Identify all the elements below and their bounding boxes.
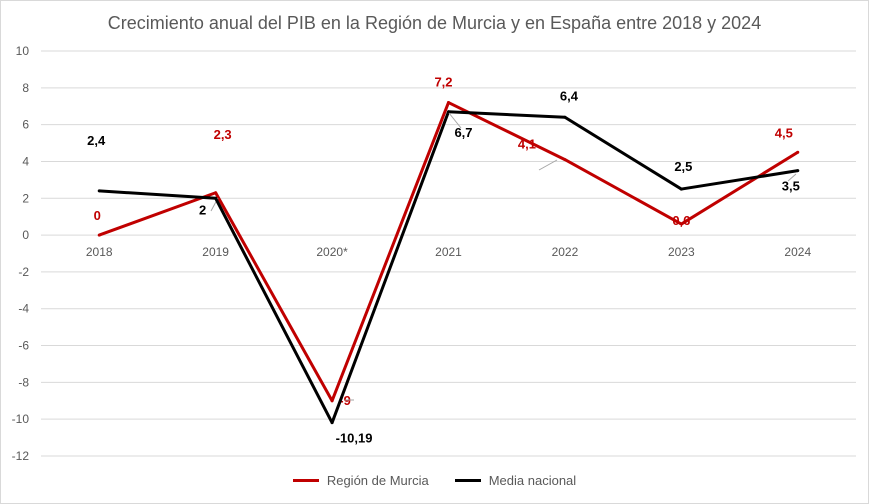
data-point xyxy=(97,233,101,237)
data-point xyxy=(679,187,683,191)
legend-item-nacional: Media nacional xyxy=(454,473,577,488)
data-point xyxy=(796,169,800,173)
legend-label-murcia: Región de Murcia xyxy=(326,473,429,488)
legend-swatch-murcia xyxy=(292,479,319,482)
data-label: 0 xyxy=(94,208,101,223)
x-tick-label: 2018 xyxy=(86,245,113,259)
data-label: 6,7 xyxy=(454,125,472,140)
y-tick-label: -2 xyxy=(18,265,29,279)
x-tick-label: 2019 xyxy=(202,245,229,259)
data-label: 4,1 xyxy=(518,137,536,152)
data-label: 4,5 xyxy=(775,125,793,140)
y-tick-label: 2 xyxy=(22,191,29,205)
data-label: 3,5 xyxy=(782,179,800,194)
y-tick-label: -10 xyxy=(12,412,30,426)
chart-title: Crecimiento anual del PIB en la Región d… xyxy=(107,13,762,33)
data-point xyxy=(563,115,567,119)
y-tick-label: 6 xyxy=(22,118,29,132)
legend-item-murcia: Región de Murcia xyxy=(292,473,429,488)
data-point xyxy=(796,150,800,154)
x-tick-label: 2023 xyxy=(668,245,695,259)
data-label: 2,5 xyxy=(674,159,692,174)
data-point xyxy=(563,158,567,162)
data-point xyxy=(447,110,450,114)
data-point xyxy=(330,399,334,403)
data-label: 2,3 xyxy=(214,127,232,142)
data-label: 2,4 xyxy=(87,133,106,148)
y-tick-label: -12 xyxy=(12,449,30,463)
legend-swatch-nacional xyxy=(454,479,481,482)
leader-line xyxy=(448,112,462,129)
x-tick-label: 2021 xyxy=(435,245,462,259)
y-tick-label: -4 xyxy=(18,302,29,316)
y-tick-label: 10 xyxy=(16,44,30,58)
data-label: 7,2 xyxy=(434,75,452,90)
x-tick-label: 2020* xyxy=(316,245,348,259)
series-line-1 xyxy=(99,110,799,425)
data-point xyxy=(97,189,101,193)
x-tick-label: 2022 xyxy=(552,245,579,259)
data-label: 6,4 xyxy=(560,88,579,103)
legend-label-nacional: Media nacional xyxy=(488,473,577,488)
data-point xyxy=(330,421,334,425)
data-point xyxy=(447,101,450,105)
leader-line xyxy=(787,173,797,182)
data-label: -10,19 xyxy=(336,431,373,446)
y-tick-label: -8 xyxy=(18,375,29,389)
y-tick-label: -6 xyxy=(18,339,29,353)
data-point xyxy=(214,191,218,195)
x-tick-label: 2024 xyxy=(784,245,811,259)
data-label: 0,6 xyxy=(672,213,690,228)
legend: Región de Murcia Media nacional xyxy=(1,473,868,488)
y-tick-label: 0 xyxy=(22,228,29,242)
data-label: 2 xyxy=(199,202,206,217)
leader-line xyxy=(538,159,558,171)
data-point xyxy=(214,196,218,200)
y-tick-label: 8 xyxy=(22,81,29,95)
data-point xyxy=(679,222,683,226)
y-tick-label: 4 xyxy=(22,154,29,168)
